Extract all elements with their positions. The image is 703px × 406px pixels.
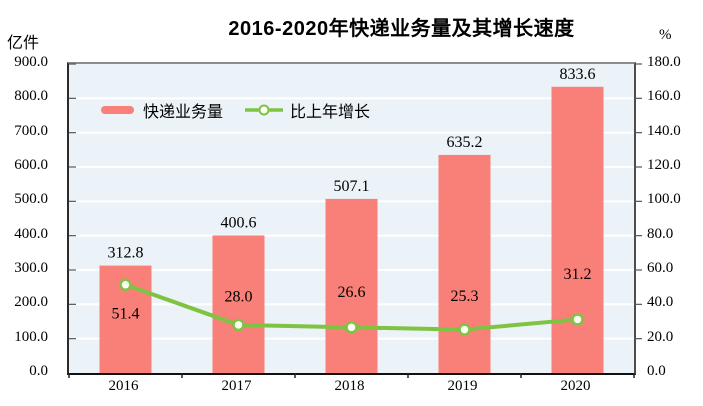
right-axis-tick-label: 180.0 <box>647 54 681 70</box>
right-axis-tick-label: 100.0 <box>647 191 681 208</box>
line-marker <box>232 318 245 332</box>
bar-2019 <box>438 154 491 373</box>
right-axis-tick-label: 20.0 <box>647 328 674 345</box>
bar-value-label: 312.8 <box>108 245 144 262</box>
right-axis-tick-label: 120.0 <box>647 157 681 173</box>
legend-bar-swatch-icon <box>101 106 134 114</box>
bar-value-label: 635.2 <box>447 134 483 151</box>
left-axis-tick-label: 300.0 <box>14 260 48 276</box>
left-axis-tick-label: 200.0 <box>14 294 48 311</box>
left-axis-tick-label: 900.0 <box>14 54 48 70</box>
legend-bar-label: 快递业务量 <box>143 104 224 121</box>
x-axis-category-label: 2019 <box>447 378 478 394</box>
right-axis-tick-label: 160.0 <box>647 88 681 105</box>
right-axis-unit: % <box>659 27 672 43</box>
line-value-label: 26.6 <box>338 284 366 301</box>
left-axis-tick-label: 0.0 <box>29 363 48 379</box>
right-axis-tick-label: 40.0 <box>647 294 674 311</box>
bar-2017 <box>212 235 265 373</box>
bar-2020 <box>551 86 604 373</box>
right-axis-tick-label: 60.0 <box>647 260 674 276</box>
line-value-label: 51.4 <box>112 305 140 322</box>
line-value-label: 31.2 <box>564 266 592 283</box>
left-axis-tick-label: 800.0 <box>14 88 48 105</box>
line-value-label: 28.0 <box>225 288 253 305</box>
right-axis-tick-label: 80.0 <box>647 225 674 242</box>
left-axis-unit: 亿件 <box>7 35 40 52</box>
line-value-label: 25.3 <box>451 288 479 305</box>
line-marker <box>119 278 132 292</box>
line-marker <box>345 321 358 334</box>
x-axis-category-label: 2020 <box>560 378 591 394</box>
left-axis-tick-label: 500.0 <box>14 191 48 208</box>
x-axis-category-label: 2018 <box>334 378 365 394</box>
legend: 快递业务量 比上年增长 <box>101 98 370 122</box>
legend-line-label: 比上年增长 <box>290 104 371 121</box>
left-axis-tick-label: 400.0 <box>14 225 48 242</box>
line-marker <box>571 313 584 326</box>
chart-canvas: 312.8 400.6 507.1 635.2 833.6 51.4 28.0 26.6 25.… <box>68 63 642 378</box>
right-axis-tick-label: 0.0 <box>647 363 666 379</box>
plot-area: 312.8 400.6 507.1 635.2 833.6 51.4 28.0 26.6 25.… <box>67 62 642 378</box>
left-axis-tick-label: 700.0 <box>14 122 48 139</box>
right-axis-tick-label: 140.0 <box>647 122 681 139</box>
chart-title: 2016-2020年快递业务量及其增长速度 <box>228 18 575 40</box>
bar-value-label: 833.6 <box>560 66 596 83</box>
x-axis-category-label: 2016 <box>108 378 139 394</box>
left-axis-tick-label: 100.0 <box>14 328 48 345</box>
x-axis-category-label: 2017 <box>221 378 252 394</box>
legend-line-swatch-icon <box>245 104 284 116</box>
bar-2018 <box>325 198 378 373</box>
bar-value-label: 507.1 <box>334 178 370 195</box>
left-axis-tick-label: 600.0 <box>14 157 48 173</box>
bar-value-label: 400.6 <box>221 214 257 231</box>
line-marker <box>458 323 471 336</box>
